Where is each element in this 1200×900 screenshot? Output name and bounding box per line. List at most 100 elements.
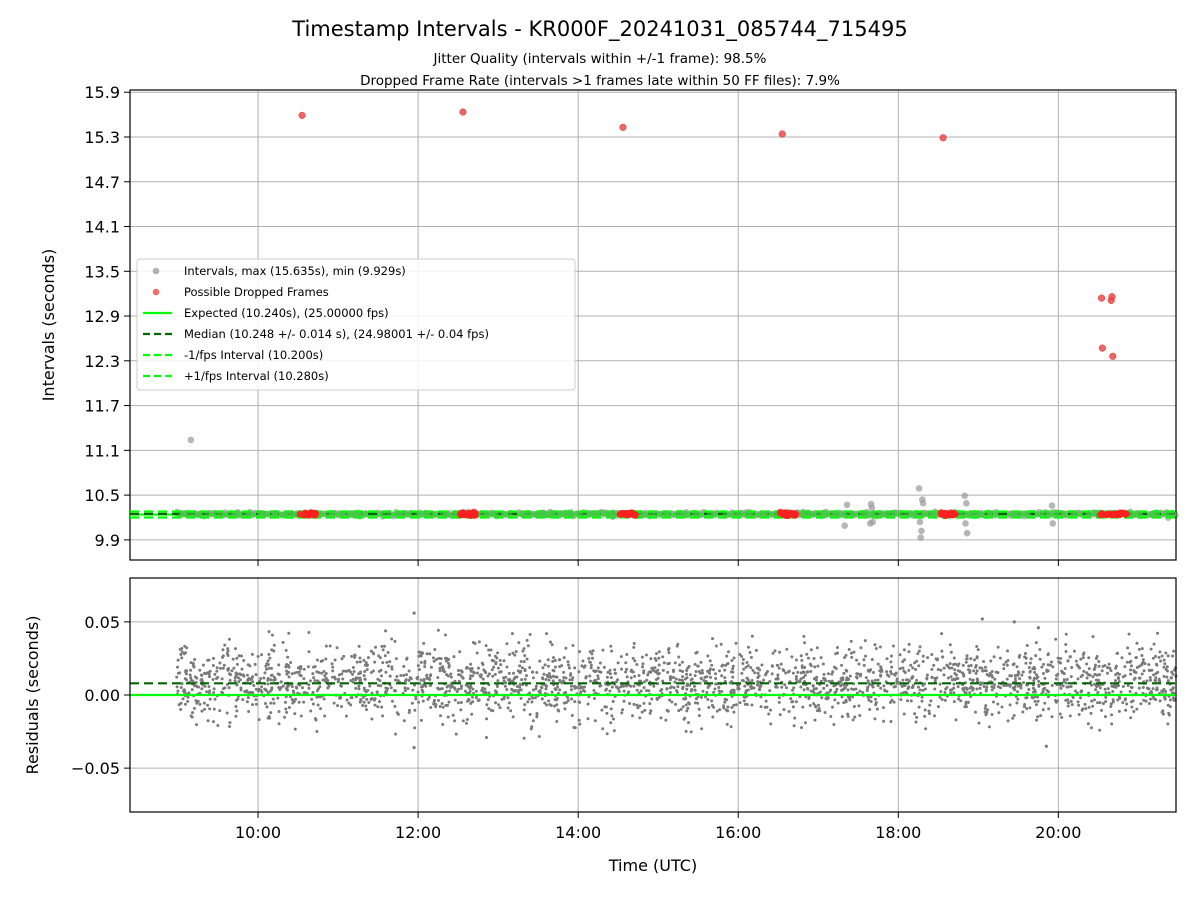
residual-point: [952, 700, 956, 704]
residual-point: [750, 678, 754, 682]
residual-point: [1041, 690, 1045, 694]
residuals-y-tick-label: 0.05: [84, 613, 120, 632]
residual-point: [870, 683, 874, 687]
residual-point: [798, 679, 802, 683]
residual-point: [1077, 703, 1081, 707]
residual-point: [207, 691, 211, 695]
residual-point: [650, 666, 654, 670]
residual-point: [879, 674, 883, 678]
residual-point: [637, 691, 641, 695]
residual-point: [254, 702, 258, 706]
residual-point: [848, 674, 852, 678]
residual-point: [429, 665, 433, 669]
residual-point: [531, 670, 535, 674]
residual-point: [388, 674, 392, 678]
residual-point: [605, 675, 609, 679]
residual-point: [730, 658, 734, 662]
residual-point: [812, 687, 816, 691]
interval-outlier-point: [963, 500, 970, 507]
residual-point: [523, 677, 527, 681]
interval-point: [758, 511, 765, 518]
residual-point: [662, 661, 666, 665]
residual-point: [286, 688, 290, 692]
residual-point: [1024, 661, 1028, 665]
interval-point: [656, 511, 663, 518]
residual-point: [1078, 666, 1082, 670]
residual-point: [244, 690, 248, 694]
residual-point: [180, 646, 184, 650]
residual-point: [1120, 656, 1124, 660]
residual-point: [1059, 656, 1063, 660]
residual-point: [1066, 659, 1070, 663]
residual-point: [759, 705, 763, 709]
residual-point: [749, 655, 753, 659]
residuals-reference-lines: [130, 682, 1176, 697]
residual-point: [661, 668, 665, 672]
residual-point: [335, 646, 339, 650]
residual-point: [866, 679, 870, 683]
dropped-frame-point: [310, 510, 318, 517]
residual-point: [655, 652, 659, 656]
residual-point: [859, 646, 863, 650]
residual-point: [777, 700, 781, 704]
residual-point: [572, 725, 576, 729]
residual-point: [365, 668, 369, 672]
residual-point: [873, 678, 877, 682]
residual-point: [957, 662, 961, 666]
residual-point: [714, 682, 718, 686]
residual-point: [1104, 699, 1108, 703]
residual-point: [948, 662, 952, 666]
residual-point: [419, 718, 423, 722]
residual-point: [603, 705, 607, 709]
residual-point: [380, 674, 384, 678]
residual-point: [545, 703, 549, 707]
residual-point: [189, 661, 193, 665]
residual-point: [1103, 687, 1107, 691]
residual-point: [357, 672, 361, 676]
residual-point: [186, 695, 190, 699]
residual-point: [518, 682, 522, 686]
residual-point: [806, 656, 810, 660]
residual-point: [963, 705, 967, 709]
residual-point: [1106, 687, 1110, 691]
residual-point: [415, 676, 419, 680]
residual-point: [767, 712, 771, 716]
residual-point: [221, 648, 225, 652]
residual-point: [889, 670, 893, 674]
residual-point: [459, 701, 463, 705]
residual-point: [803, 665, 807, 669]
residual-point: [712, 705, 716, 709]
residual-point: [257, 689, 261, 693]
residual-point: [750, 634, 754, 638]
residual-point: [858, 674, 862, 678]
residual-point: [1114, 685, 1118, 689]
dropped-frame-point: [1108, 293, 1116, 301]
residual-point: [997, 711, 1001, 715]
legend-entry: -1/fps Interval (10.200s): [143, 348, 323, 362]
residual-point: [842, 671, 846, 675]
residual-point: [503, 684, 507, 688]
legend-entry: Possible Dropped Frames: [152, 285, 329, 299]
residual-point: [653, 666, 657, 670]
residual-point: [1090, 699, 1094, 703]
residual-point: [447, 664, 451, 668]
interval-point: [972, 510, 979, 517]
residual-point: [686, 666, 690, 670]
residual-point: [930, 667, 934, 671]
residual-point: [266, 676, 270, 680]
residual-point: [570, 697, 574, 701]
residual-point: [1147, 663, 1151, 667]
residual-point: [505, 665, 509, 669]
residual-point: [506, 696, 510, 700]
residual-point: [1166, 654, 1170, 658]
residual-point: [1109, 702, 1113, 706]
residual-point: [889, 672, 893, 676]
intervals-y-tick-label: 11.7: [84, 397, 120, 416]
residual-point: [780, 685, 784, 689]
residual-point: [974, 671, 978, 675]
residual-point: [351, 672, 355, 676]
residual-point: [1129, 685, 1133, 689]
residual-point: [638, 704, 642, 708]
residual-point: [1096, 690, 1100, 694]
residual-point: [361, 695, 365, 699]
